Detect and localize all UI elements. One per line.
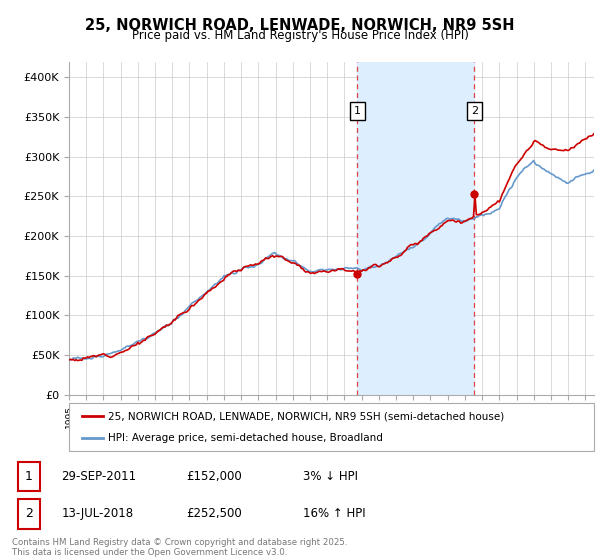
Bar [358, 62, 474, 395]
Text: Price paid vs. HM Land Registry's House Price Index (HPI): Price paid vs. HM Land Registry's House … [131, 29, 469, 42]
Text: £252,500: £252,500 [187, 507, 242, 520]
Text: 25, NORWICH ROAD, LENWADE, NORWICH, NR9 5SH (semi-detached house): 25, NORWICH ROAD, LENWADE, NORWICH, NR9 … [109, 411, 505, 421]
Text: HPI: Average price, semi-detached house, Broadland: HPI: Average price, semi-detached house,… [109, 433, 383, 443]
Text: 16% ↑ HPI: 16% ↑ HPI [303, 507, 365, 520]
Text: £152,000: £152,000 [187, 470, 242, 483]
Text: Contains HM Land Registry data © Crown copyright and database right 2025.
This d: Contains HM Land Registry data © Crown c… [12, 538, 347, 557]
Text: 1: 1 [354, 106, 361, 116]
Text: 25, NORWICH ROAD, LENWADE, NORWICH, NR9 5SH: 25, NORWICH ROAD, LENWADE, NORWICH, NR9 … [85, 18, 515, 33]
Bar [18, 462, 40, 492]
Text: 2: 2 [25, 507, 33, 520]
Bar [18, 499, 40, 529]
Text: 29-SEP-2011: 29-SEP-2011 [61, 470, 137, 483]
Text: 2: 2 [470, 106, 478, 116]
Text: 1: 1 [25, 470, 33, 483]
Text: 3% ↓ HPI: 3% ↓ HPI [303, 470, 358, 483]
Text: 13-JUL-2018: 13-JUL-2018 [61, 507, 134, 520]
